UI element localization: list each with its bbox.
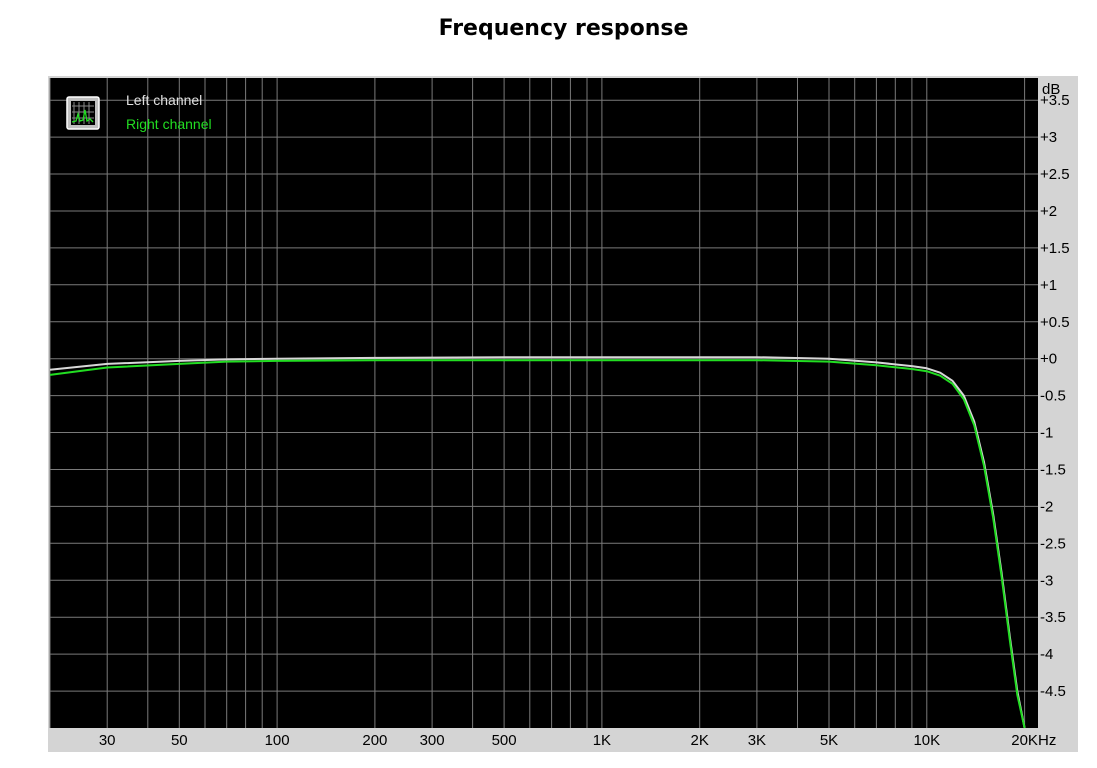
y-tick-label: -1.5 — [1040, 462, 1066, 479]
x-axis-unit: Hz — [1038, 732, 1056, 749]
y-tick-label: -1 — [1040, 425, 1053, 442]
y-tick-label: -3.5 — [1040, 609, 1066, 626]
x-tick-label: 5K — [820, 732, 838, 749]
legend-icon — [66, 96, 100, 130]
y-tick-label: +2.5 — [1040, 166, 1070, 183]
y-axis-unit: dB — [1042, 81, 1060, 98]
y-tick-label: -4 — [1040, 646, 1053, 663]
y-tick-label: +0.5 — [1040, 314, 1070, 331]
x-tick-label: 3K — [748, 732, 766, 749]
x-tick-label: 1K — [593, 732, 611, 749]
y-tick-label: +1 — [1040, 277, 1057, 294]
x-tick-label: 50 — [171, 732, 188, 749]
legend-right-channel: Right channel — [126, 116, 212, 132]
legend-left-channel: Left channel — [126, 92, 202, 108]
y-tick-label: -3 — [1040, 572, 1053, 589]
y-tick-label: +3 — [1040, 129, 1057, 146]
x-tick-label: 10K — [913, 732, 940, 749]
y-tick-label: -2 — [1040, 498, 1053, 515]
grid — [49, 78, 1038, 728]
x-tick-label: 500 — [492, 732, 517, 749]
chart-title: Frequency response — [438, 16, 689, 41]
series-right-channel — [49, 359, 1026, 729]
x-tick-label: 100 — [265, 732, 290, 749]
x-tick-label: 20K — [1011, 732, 1038, 749]
y-tick-label: -2.5 — [1040, 535, 1066, 552]
y-tick-label: +0 — [1040, 351, 1057, 368]
y-tick-label: -4.5 — [1040, 683, 1066, 700]
plot-area — [50, 78, 1038, 728]
y-tick-label: +2 — [1040, 203, 1057, 220]
x-tick-label: 200 — [362, 732, 387, 749]
y-tick-label: -0.5 — [1040, 388, 1066, 405]
x-tick-label: 2K — [691, 732, 709, 749]
x-tick-label: 300 — [420, 732, 445, 749]
series-lines — [49, 356, 1026, 729]
y-tick-label: +3.5 — [1040, 92, 1070, 109]
legend: Left channel Right channel — [66, 92, 212, 132]
x-tick-label: 30 — [99, 732, 116, 749]
tick-labels: 30 50 100 200 300 500 1K 2K 3K 5K 10K 20K +3.5 +3 +2.5… — [99, 92, 1070, 749]
y-tick-label: +1.5 — [1040, 240, 1070, 257]
